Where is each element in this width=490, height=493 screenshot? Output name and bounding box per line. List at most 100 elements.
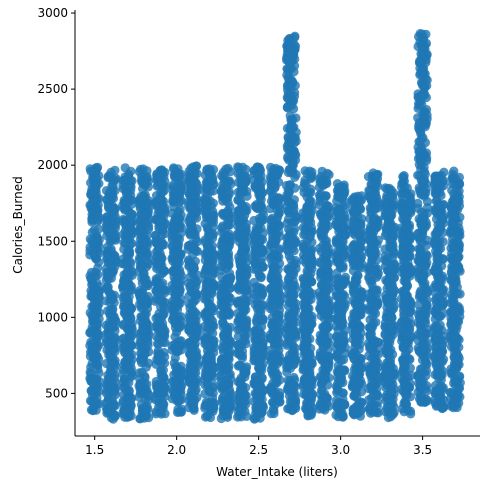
scatter-point [315,401,325,411]
scatter-point [331,217,341,227]
scatter-point [121,378,131,388]
scatter-point [168,267,178,277]
scatter-point [169,163,179,173]
scatter-point [121,386,131,396]
scatter-point [270,264,280,275]
scatter-point [200,194,210,204]
points-layer [85,28,465,424]
scatter-point [323,354,334,364]
scatter-point [218,167,228,177]
scatter-point [389,389,399,399]
scatter-point [266,238,277,248]
scatter-point [217,284,227,294]
scatter-point [103,322,113,332]
scatter-point [351,401,361,412]
scatter-point [184,166,194,176]
scatter-point [185,215,195,225]
scatter-point [92,329,102,339]
scatter-point [351,365,361,375]
scatter-point [291,169,301,180]
scatter-point [301,315,311,325]
scatter-point [364,234,374,244]
scatter-point [285,350,295,360]
scatter-point [94,215,104,225]
scatter-point [398,343,409,353]
scatter-point [217,262,227,272]
scatter-point [268,378,278,389]
scatter-point [383,342,393,352]
scatter-point [221,209,231,219]
scatter-point [185,317,195,327]
scatter-point [160,266,170,276]
scatter-point [315,196,325,206]
scatter-point [93,270,103,280]
scatter-point [257,287,267,297]
scatter-point [398,172,408,182]
scatter-point [257,349,267,360]
scatter-point [136,348,146,359]
scatter-point [332,400,342,410]
scatter-point [285,397,295,407]
scatter-point [290,41,301,51]
scatter-point [156,238,166,249]
scatter-point [347,196,357,206]
scatter-point [156,214,166,224]
scatter-point [93,206,103,217]
scatter-point [139,292,149,302]
scatter-point [153,356,163,366]
scatter-point [107,305,117,315]
scatter-point [368,385,378,395]
scatter-point [307,237,317,247]
scatter-point [388,304,399,314]
scatter-point [249,414,260,424]
scatter-point [233,283,243,293]
scatter-point [303,404,313,415]
scatter-point [217,300,227,310]
scatter-point [169,376,179,386]
scatter-point [127,371,137,381]
scatter-point [288,77,298,87]
scatter-point [256,257,266,267]
scatter-point [171,212,181,222]
scatter-point [125,213,135,223]
scatter-point [396,223,406,233]
scatter-point [155,178,165,188]
scatter-point [94,368,104,378]
scatter-point [364,293,374,303]
scatter-point [404,220,415,230]
scatter-point [299,298,309,309]
scatter-point [120,238,130,248]
scatter-point [298,223,308,233]
scatter-point [206,214,216,224]
scatter-point [92,382,102,392]
scatter-point [272,277,282,287]
scatter-point [92,193,102,204]
scatter-point [206,254,216,264]
scatter-point [219,384,230,394]
scatter-point [256,223,266,233]
scatter-point [307,380,317,391]
scatter-point [160,229,170,239]
scatter-point [122,395,132,405]
scatter-point [338,223,348,233]
scatter-point [268,164,279,174]
scatter-point [283,289,293,299]
scatter-point [338,186,348,196]
scatter-point [236,312,246,322]
scatter-point [281,180,292,191]
scatter-point [369,264,379,274]
scatter-point [85,327,95,337]
scatter-point [323,266,333,276]
scatter-point [299,280,309,290]
scatter-point [203,224,213,234]
scatter-point [101,264,111,274]
scatter-point [159,399,169,409]
scatter-point [200,269,210,279]
scatter-point [201,353,211,363]
scatter-point [384,376,394,386]
scatter-point [170,197,180,207]
scatter-point [405,323,415,334]
scatter-point [92,179,102,189]
scatter-point [401,299,411,309]
scatter-point [306,268,316,278]
